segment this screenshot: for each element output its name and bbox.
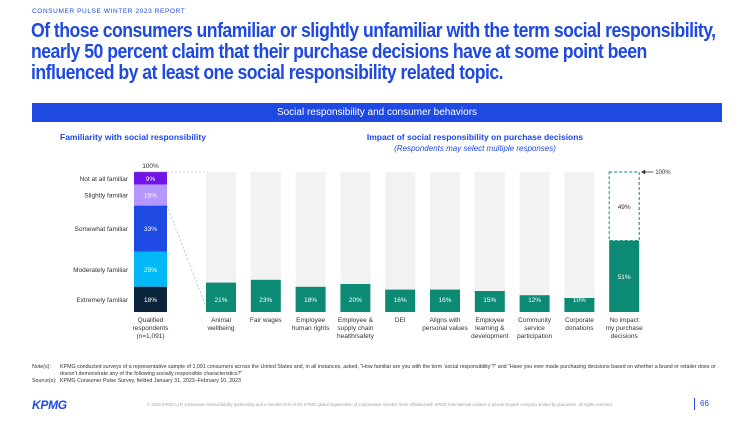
page-divider	[694, 398, 695, 410]
stack-segment	[134, 251, 167, 287]
bar-value-label: 12%	[528, 297, 541, 304]
impact-chart-subtitle: (Respondents may select multiple respons…	[394, 144, 556, 153]
bar-category-label: service	[524, 325, 545, 332]
source-label: Source(s):	[32, 378, 57, 384]
bar	[474, 291, 505, 312]
familiarity-chart-title: Familiarity with social responsibility	[60, 132, 206, 142]
bar-category-label: Community	[518, 317, 552, 324]
stack-segment	[134, 205, 167, 252]
bar-category-label: health/safety	[337, 333, 375, 340]
bar-category-label: Aligns with	[429, 317, 460, 324]
notes-block: Note(s): KPMG conducted surveys of a rep…	[32, 364, 722, 385]
stack-category-label: Qualified	[138, 317, 164, 324]
stack-category-label: (n=1,091)	[136, 333, 164, 340]
stack-segment	[134, 172, 167, 185]
bar-category-label: learning &	[475, 325, 505, 332]
bar	[519, 295, 550, 312]
callout-arrow-head	[641, 169, 646, 175]
bar-category-label: Employee &	[338, 317, 374, 324]
bar-category-label: Employee	[475, 317, 504, 324]
bar	[564, 298, 595, 312]
report-label: CONSUMER PULSE WINTER 2023 REPORT	[32, 8, 186, 15]
stack-segment	[134, 286, 167, 312]
stack-legend-label: Extremely familiar	[76, 297, 128, 304]
note-label: Note(s):	[32, 364, 51, 370]
bar-category-label: donations	[565, 325, 594, 332]
bar	[206, 282, 236, 312]
stack-segment-label: 9%	[146, 176, 156, 183]
bar	[609, 240, 640, 312]
stack-segment-label: 33%	[144, 226, 157, 233]
stack-segment	[134, 184, 167, 206]
bar-category-label: personal values	[422, 325, 468, 332]
bar-value-label: 21%	[214, 297, 227, 304]
source-text: KPMG Consumer Pulse Survey, fielded Janu…	[60, 378, 241, 384]
bar-category-label: Fair wages	[250, 317, 283, 324]
bar-category-label: Animal	[211, 317, 231, 324]
bar-value-label: 16%	[394, 297, 407, 304]
note-text: KPMG conducted surveys of a representati…	[60, 364, 716, 377]
note-row: Note(s): KPMG conducted surveys of a rep…	[32, 364, 722, 378]
bar-category-label: development	[471, 333, 508, 340]
bar	[340, 284, 371, 312]
bar-background	[564, 172, 595, 312]
section-banner: Social responsibility and consumer behav…	[32, 103, 722, 122]
bar	[430, 289, 460, 312]
remainder-box	[608, 171, 640, 242]
bar-value-label: 20%	[349, 297, 362, 304]
stack-segment-label: 25%	[144, 267, 157, 274]
stack-legend-label: Not at all familiar	[80, 176, 129, 183]
bar-category-label: decisions	[611, 333, 639, 340]
page-headline: Of those consumers unfamiliar or slightl…	[31, 19, 716, 84]
bar	[385, 289, 416, 312]
bar-category-label: participation	[517, 333, 552, 340]
bar-category-label: Corporate	[565, 317, 594, 324]
bar-background	[474, 172, 505, 312]
bar-background	[385, 172, 416, 312]
callout-label: 100%	[655, 170, 671, 176]
footer-copyright: © 2023 KPMG LLP, a Delaware limited liab…	[147, 402, 613, 407]
stack-total-label: 100%	[142, 163, 159, 170]
bar	[295, 286, 326, 312]
bar-background	[519, 172, 550, 312]
bar-value-label: 15%	[483, 297, 496, 304]
stack-category-label: respondents	[133, 325, 170, 332]
stack-segment-label: 18%	[144, 297, 157, 304]
bar-value-label: 18%	[304, 297, 317, 304]
bar-category-label: No impact	[610, 317, 639, 324]
stack-legend-label: Somewhat familiar	[75, 226, 129, 233]
bar-category-label: my purchase	[606, 325, 644, 332]
bar-background	[430, 172, 460, 312]
bar-value-label: 23%	[259, 297, 272, 304]
bar-category-label: supply chain	[337, 325, 374, 332]
kpmg-logo: KPMG	[32, 398, 67, 412]
bar-category-label: DEI	[395, 317, 406, 324]
bar-category-label: human rights	[292, 325, 330, 332]
stack-segment-label: 15%	[144, 193, 157, 200]
familiarity-stacked-bar: 100% 9% Not at all familiar 15% Slightly fam…	[73, 163, 209, 340]
bar-category-label: Employee	[296, 317, 325, 324]
stack-legend-label: Slightly familiar	[84, 193, 129, 200]
bar-value-label: 16%	[438, 297, 451, 304]
impact-chart-title: Impact of social responsibility on purch…	[366, 132, 584, 142]
stack-legend-label: Moderately familiar	[73, 267, 129, 274]
source-row: Source(s): KPMG Consumer Pulse Survey, f…	[32, 378, 722, 385]
page-number: 66	[700, 399, 709, 408]
bar	[250, 279, 281, 312]
connector-line-bottom	[166, 205, 209, 313]
bar-value-label: 51%	[618, 274, 631, 281]
bar-value-label: 10%	[573, 297, 586, 304]
remainder-label: 49%	[618, 204, 631, 211]
bar-category-label: wellbeing	[206, 325, 234, 332]
